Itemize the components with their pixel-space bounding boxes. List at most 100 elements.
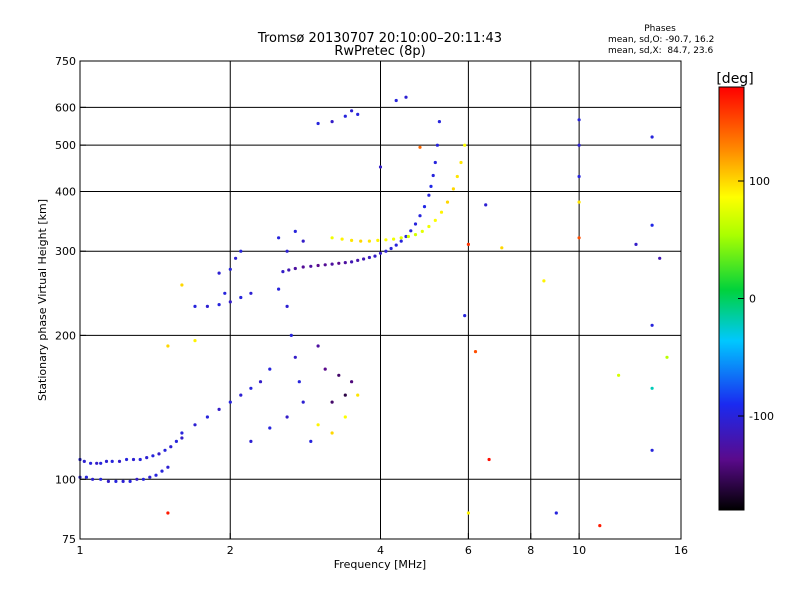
data-point bbox=[433, 218, 437, 222]
colorbar-ticks: 100 0 -100 bbox=[738, 175, 774, 423]
data-point bbox=[427, 224, 431, 229]
data-point bbox=[650, 223, 654, 227]
data-point bbox=[323, 367, 327, 371]
data-point bbox=[293, 266, 297, 271]
data-point bbox=[437, 120, 441, 124]
data-point bbox=[301, 265, 305, 269]
data-point bbox=[500, 246, 504, 250]
data-point bbox=[384, 249, 388, 253]
data-point bbox=[367, 255, 371, 260]
data-point bbox=[258, 380, 263, 384]
data-point bbox=[281, 270, 285, 274]
data-point bbox=[473, 350, 478, 354]
y-tick-label: 750 bbox=[55, 55, 76, 68]
data-point bbox=[340, 237, 344, 241]
phase-stats-x: mean, sd,X: 84.7, 23.6 bbox=[608, 46, 714, 56]
data-point bbox=[174, 439, 178, 443]
data-point bbox=[459, 160, 463, 165]
data-point bbox=[249, 291, 253, 295]
data-point bbox=[418, 145, 422, 149]
data-point bbox=[378, 165, 383, 169]
data-point bbox=[193, 339, 197, 343]
x-tick-label: 6 bbox=[465, 544, 472, 557]
y-axis-label: Stationary phase Virtual Height [km] bbox=[36, 199, 49, 401]
data-point bbox=[542, 279, 546, 283]
data-point bbox=[293, 229, 297, 233]
data-point bbox=[323, 263, 327, 267]
data-point bbox=[330, 236, 334, 240]
data-point bbox=[650, 386, 654, 390]
data-point bbox=[577, 174, 581, 179]
data-point bbox=[131, 457, 136, 462]
y-tick-label: 500 bbox=[55, 139, 76, 152]
x-tick-label: 1 bbox=[77, 544, 84, 557]
data-point bbox=[394, 98, 398, 103]
data-point bbox=[138, 457, 142, 462]
data-point bbox=[228, 267, 232, 271]
data-point bbox=[431, 173, 435, 178]
data-point bbox=[217, 271, 221, 275]
data-point bbox=[163, 448, 167, 452]
data-points bbox=[78, 95, 669, 528]
data-point bbox=[413, 222, 418, 226]
data-point bbox=[577, 118, 581, 122]
data-point bbox=[650, 448, 654, 452]
x-tick-label: 8 bbox=[527, 544, 534, 557]
y-tick-label: 75 bbox=[62, 533, 76, 546]
data-point bbox=[343, 393, 347, 397]
data-point bbox=[634, 242, 638, 246]
data-point bbox=[249, 439, 253, 443]
data-point bbox=[135, 477, 139, 481]
data-point bbox=[435, 143, 439, 147]
data-point bbox=[376, 238, 380, 242]
data-point bbox=[217, 303, 221, 307]
data-point bbox=[99, 461, 103, 465]
data-point bbox=[141, 477, 145, 481]
data-point bbox=[239, 393, 243, 397]
data-point bbox=[117, 459, 122, 463]
y-tick-label: 100 bbox=[55, 473, 76, 486]
data-point bbox=[166, 344, 170, 348]
data-point bbox=[287, 268, 291, 272]
data-point bbox=[343, 261, 347, 265]
data-point bbox=[239, 295, 243, 300]
x-tick-label: 16 bbox=[674, 544, 688, 557]
data-point bbox=[394, 243, 398, 247]
colorbar-tick-label: 0 bbox=[749, 293, 756, 306]
data-point bbox=[301, 400, 305, 404]
axis-ticks: 1 2 4 6 8 10 16 75 100 200 300 400 500 600 750 bbox=[55, 55, 688, 557]
data-point bbox=[89, 461, 93, 465]
data-point bbox=[180, 431, 184, 435]
data-point bbox=[420, 229, 424, 233]
data-point bbox=[217, 407, 221, 411]
data-point bbox=[427, 193, 431, 197]
data-point bbox=[205, 415, 209, 419]
data-point bbox=[110, 459, 114, 463]
data-point bbox=[99, 477, 103, 481]
data-point bbox=[378, 251, 383, 255]
data-point bbox=[193, 304, 197, 308]
data-point bbox=[145, 456, 149, 460]
data-point bbox=[359, 239, 363, 243]
y-tick-label: 600 bbox=[55, 101, 76, 114]
data-point bbox=[577, 200, 581, 204]
data-point bbox=[193, 423, 197, 427]
data-point bbox=[180, 283, 184, 287]
data-point bbox=[392, 237, 396, 241]
data-point bbox=[114, 479, 118, 483]
data-point bbox=[169, 445, 173, 449]
data-point bbox=[180, 436, 184, 440]
data-point bbox=[330, 431, 334, 435]
y-tick-label: 400 bbox=[55, 185, 76, 198]
x-tick-label: 10 bbox=[572, 544, 586, 557]
data-point bbox=[350, 380, 354, 384]
data-point bbox=[665, 355, 669, 359]
data-point bbox=[658, 256, 662, 260]
data-point bbox=[350, 238, 354, 242]
data-point bbox=[166, 465, 170, 469]
data-point bbox=[239, 249, 243, 253]
data-point bbox=[285, 304, 289, 308]
data-point bbox=[82, 459, 86, 463]
data-point bbox=[285, 249, 289, 253]
data-point bbox=[617, 373, 621, 377]
